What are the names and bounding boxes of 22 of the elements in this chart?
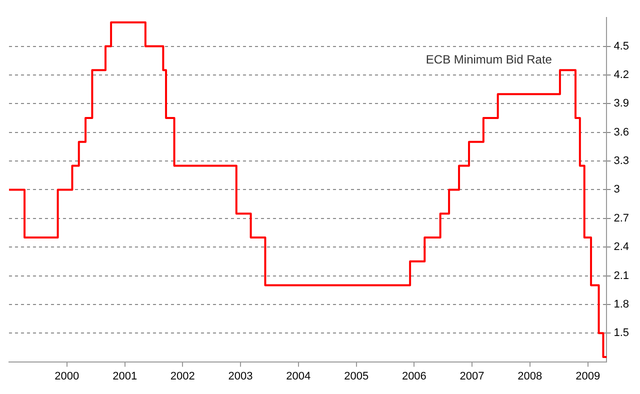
y-tick-label: 1.8 — [614, 298, 630, 310]
y-tick-label: 3.3 — [614, 155, 630, 168]
y-tick-label: 2.7 — [614, 212, 630, 224]
y-tick-label: 2.1 — [614, 270, 630, 282]
x-tick-label: 2000 — [54, 370, 80, 382]
y-tick-label: 3.9 — [614, 98, 630, 110]
x-tick-label: 2007 — [460, 370, 484, 382]
x-tick-label: 2006 — [402, 370, 426, 382]
x-tick-label: 2008 — [518, 370, 542, 382]
x-tick-label: 2003 — [228, 370, 253, 382]
x-tick-label: 2002 — [170, 370, 195, 382]
y-tick-label: 1.5 — [614, 327, 630, 340]
x-tick-label: 2009 — [576, 370, 600, 382]
x-tick-label: 2001 — [112, 370, 138, 382]
series-label: ECB Minimum Bid Rate — [426, 52, 552, 66]
y-tick-label: 4.5 — [614, 40, 630, 52]
y-tick-label: 2.4 — [614, 241, 630, 254]
y-tick-label: 3.6 — [614, 126, 630, 138]
y-tick-label: 3 — [614, 184, 620, 196]
y-tick-label: 4.2 — [614, 69, 630, 81]
x-tick-label: 2005 — [344, 370, 369, 382]
x-tick-label: 2004 — [286, 370, 311, 382]
